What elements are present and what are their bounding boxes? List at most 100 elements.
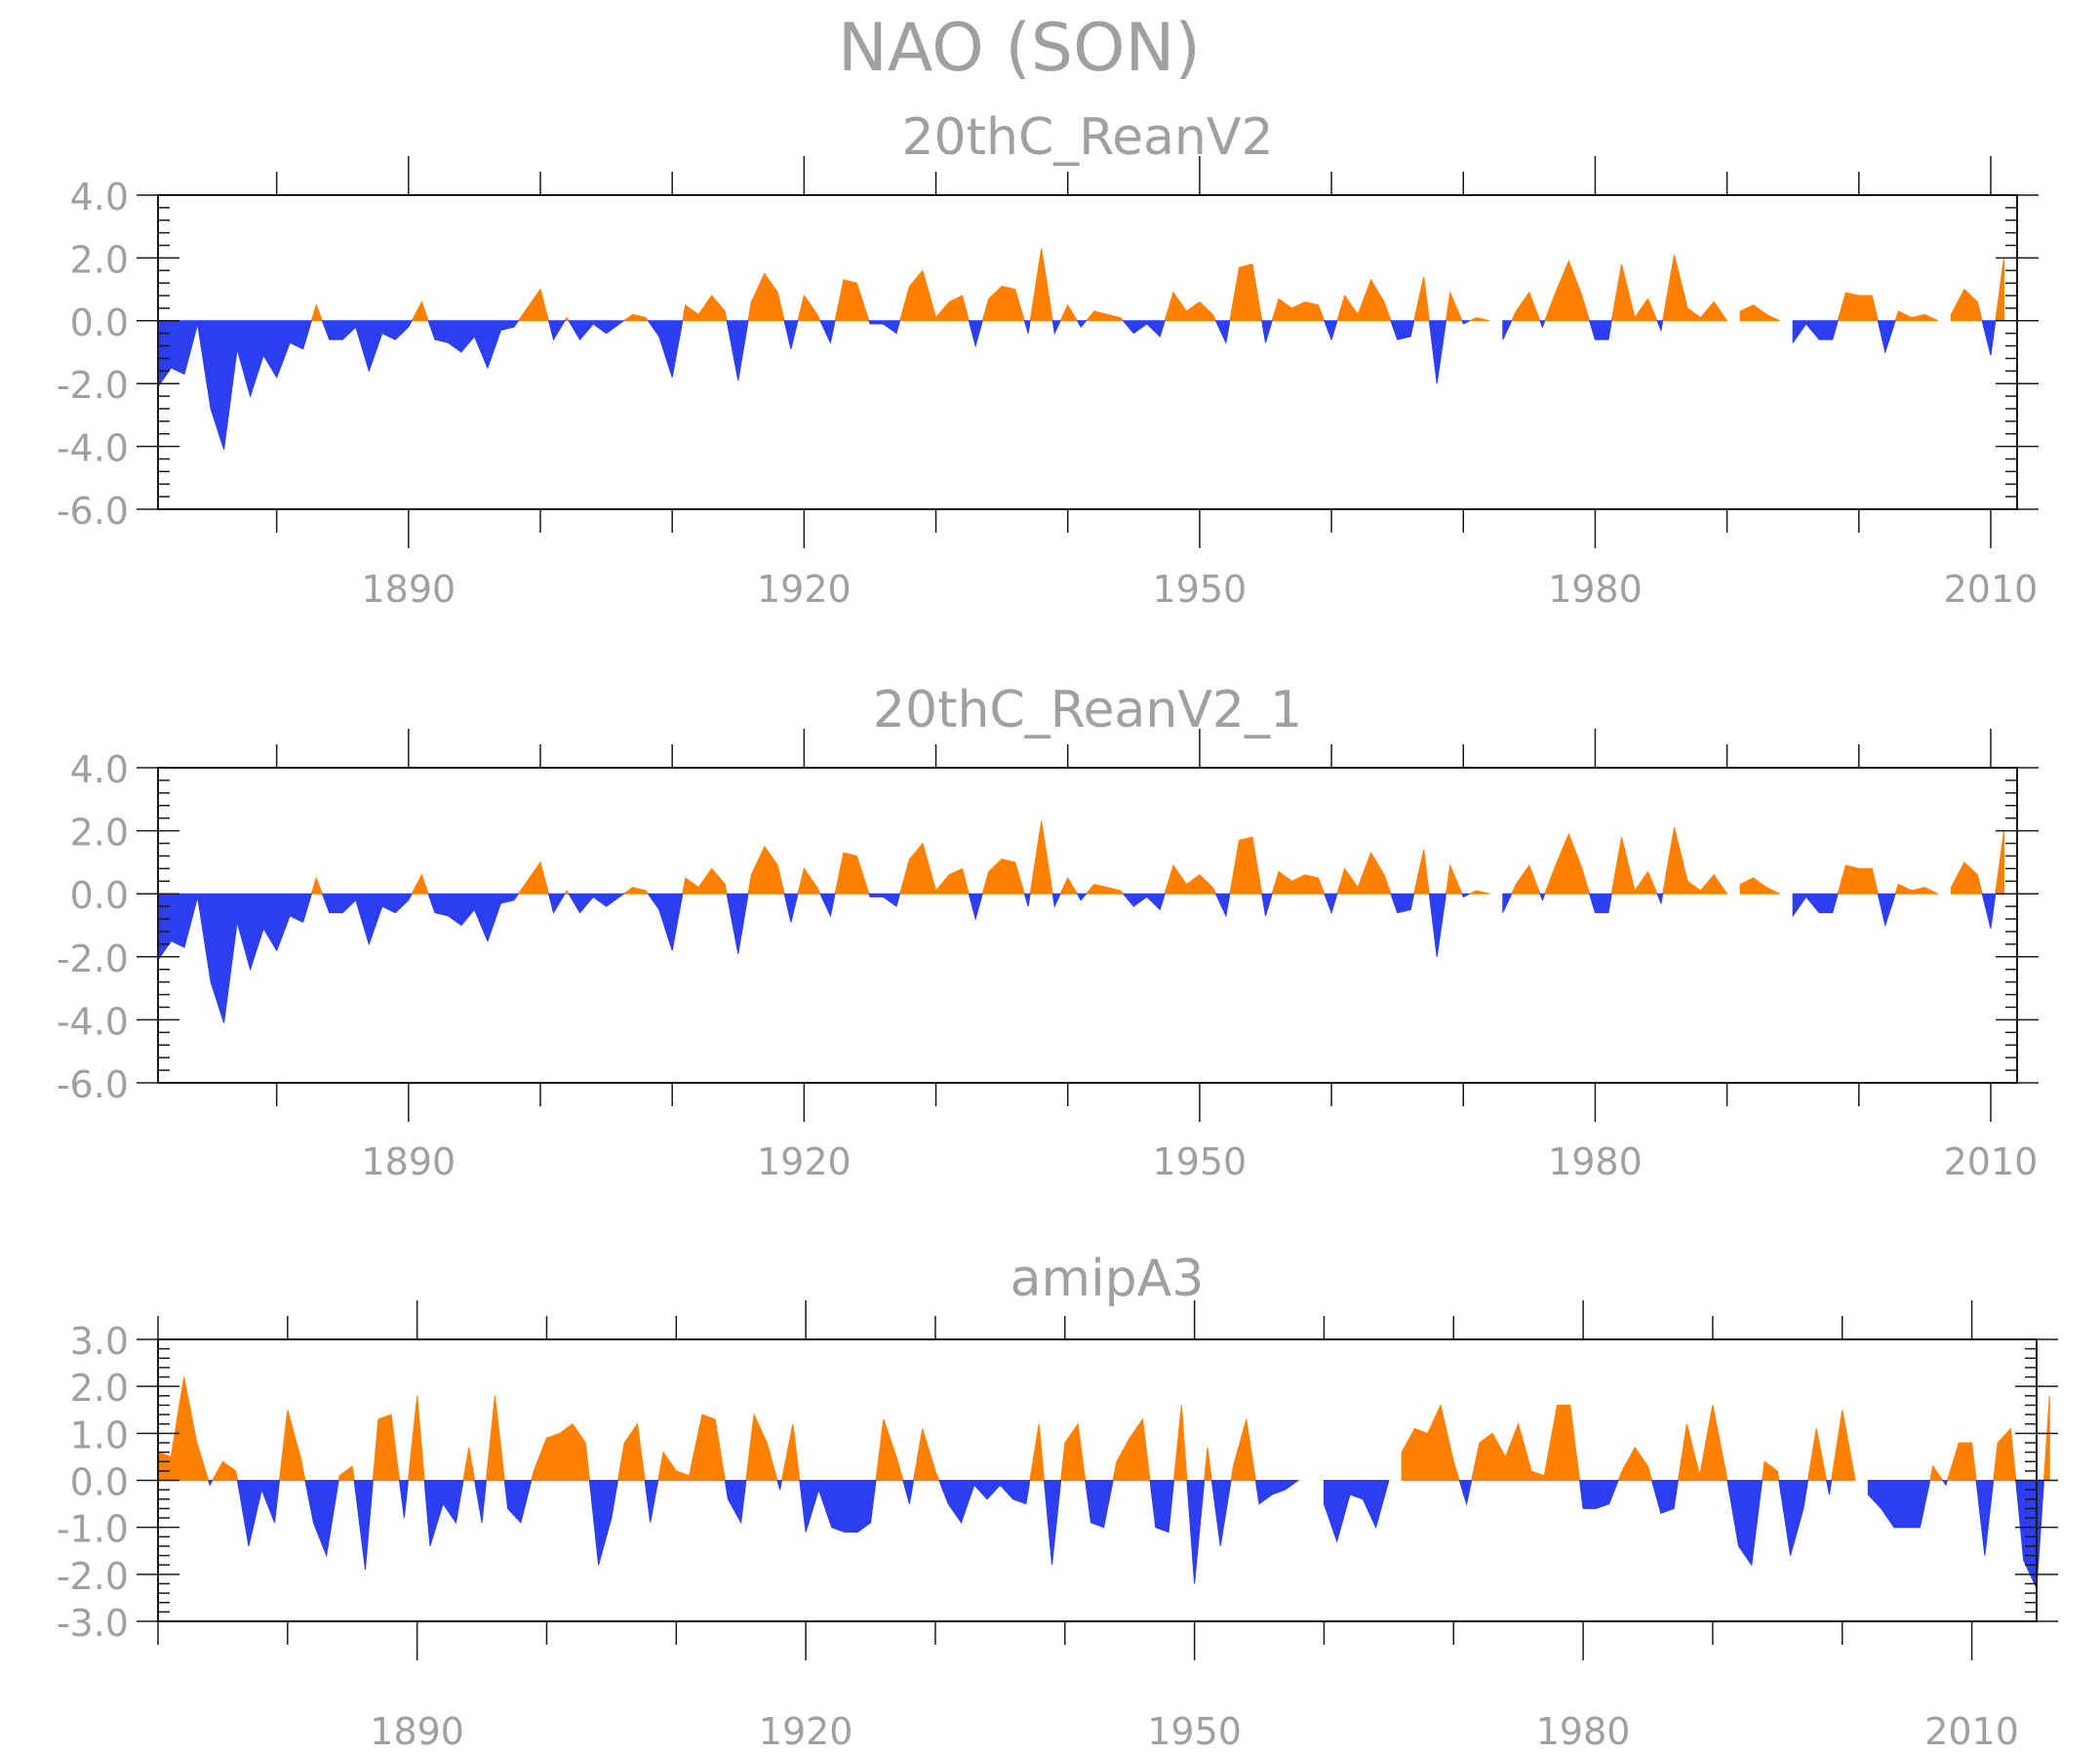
positive-area — [1085, 310, 1125, 322]
positive-area — [411, 300, 429, 322]
panel-title: 20thC_ReanV2 — [901, 108, 1273, 167]
negative-area — [819, 893, 836, 918]
negative-area — [1051, 320, 1061, 336]
y-tick-label: -4.0 — [57, 1000, 129, 1043]
negative-area — [783, 893, 799, 923]
y-tick-label: 2.0 — [70, 1367, 129, 1410]
positive-area — [1059, 876, 1079, 895]
y-tick-label: -2.0 — [57, 937, 129, 980]
positive-area — [517, 860, 550, 895]
y-tick-label: 3.0 — [70, 1320, 129, 1363]
x-tick-label: 1890 — [361, 1140, 456, 1183]
negative-area — [1877, 893, 1896, 928]
negative-area — [1792, 893, 1839, 918]
y-tick-label: 2.0 — [70, 238, 129, 281]
x-tick-label: 2010 — [1924, 1710, 2019, 1753]
negative-area — [427, 320, 520, 370]
positive-area — [1544, 259, 1591, 322]
positive-area — [622, 313, 650, 322]
positive-area — [310, 876, 324, 895]
negative-area — [938, 1480, 1031, 1524]
panel-title: 20thC_ReanV2_1 — [873, 681, 1302, 739]
negative-area — [1043, 1480, 1062, 1566]
positive-area — [682, 295, 728, 322]
negative-area — [236, 1480, 281, 1547]
negative-area — [1975, 1480, 1995, 1556]
positive-area — [1112, 1417, 1151, 1481]
negative-area — [1149, 1480, 1175, 1534]
y-tick-label: 0.0 — [70, 301, 129, 344]
positive-area — [1059, 303, 1079, 322]
positive-area — [1204, 1447, 1212, 1481]
negative-area — [1214, 893, 1231, 918]
negative-area — [1458, 1480, 1473, 1506]
positive-area — [1164, 863, 1217, 895]
positive-area — [1229, 836, 1263, 895]
negative-area — [724, 1480, 747, 1525]
negative-area — [474, 1480, 488, 1523]
negative-area — [2015, 1480, 2045, 1589]
negative-area — [1076, 320, 1088, 329]
negative-area — [1539, 320, 1546, 329]
positive-area — [682, 867, 728, 895]
positive-area — [1336, 278, 1392, 322]
positive-area — [1164, 291, 1217, 322]
x-tick-label: 1950 — [1153, 568, 1248, 611]
negative-area — [321, 320, 414, 373]
negative-area — [1656, 320, 1664, 333]
positive-area — [1995, 830, 2004, 895]
plot-frame — [157, 194, 2018, 510]
positive-area — [797, 867, 821, 895]
negative-area — [503, 1480, 533, 1524]
negative-area — [568, 893, 626, 914]
panel-20thc-reanv2-1: 20thC_ReanV2_1 4.0 2.0 0.0 -2.0 -4.0 -6.0 1890… — [57, 681, 2039, 1183]
positive-area — [1172, 1405, 1188, 1481]
positive-area — [564, 890, 570, 895]
negative-area — [1792, 320, 1839, 344]
negative-area — [1323, 893, 1338, 915]
positive-area — [780, 1423, 801, 1481]
negative-area — [157, 320, 313, 450]
negative-area — [157, 893, 313, 1023]
positive-area — [1662, 255, 1728, 322]
negative-area — [868, 893, 901, 907]
positive-area — [2042, 1395, 2050, 1481]
y-tick-label: -6.0 — [57, 1063, 129, 1106]
negative-area — [1428, 893, 1447, 957]
negative-area — [1502, 893, 1513, 913]
negative-area — [1210, 1480, 1232, 1546]
positive-area — [1469, 317, 1490, 322]
positive-area — [1617, 1446, 1653, 1481]
negative-area — [1981, 893, 1997, 929]
panel-amipa3: amipA3 3.02.01.0 0.0-1.0-2.0-3.0 1890 1920 1… — [57, 1250, 2058, 1753]
negative-area — [902, 1480, 915, 1504]
positive-area — [1060, 1422, 1087, 1481]
negative-area — [1390, 320, 1415, 340]
negative-area — [568, 320, 626, 340]
positive-area — [1946, 1442, 1977, 1481]
negative-area — [1877, 320, 1896, 354]
negative-area — [647, 893, 684, 951]
positive-area — [1336, 852, 1392, 895]
negative-area — [1981, 320, 1997, 356]
x-tick-label: 2010 — [1944, 568, 2039, 611]
x-tick-label: 1920 — [759, 1710, 853, 1753]
positive-area — [407, 1395, 425, 1481]
positive-area — [747, 272, 785, 322]
negative-area — [799, 1480, 877, 1533]
negative-area — [783, 320, 799, 349]
positive-area — [1029, 1423, 1046, 1481]
x-tick-label: 1980 — [1548, 1140, 1643, 1183]
negative-area — [1261, 893, 1273, 916]
negative-area — [1023, 893, 1031, 907]
positive-area — [1413, 849, 1430, 895]
negative-area — [1726, 1480, 1763, 1567]
negative-area — [1867, 1480, 1931, 1529]
positive-area — [913, 1428, 940, 1481]
positive-area — [1271, 298, 1326, 322]
positive-area — [1544, 832, 1591, 895]
positive-area — [1610, 836, 1658, 895]
positive-area — [462, 1447, 476, 1481]
negative-area — [1214, 320, 1231, 344]
